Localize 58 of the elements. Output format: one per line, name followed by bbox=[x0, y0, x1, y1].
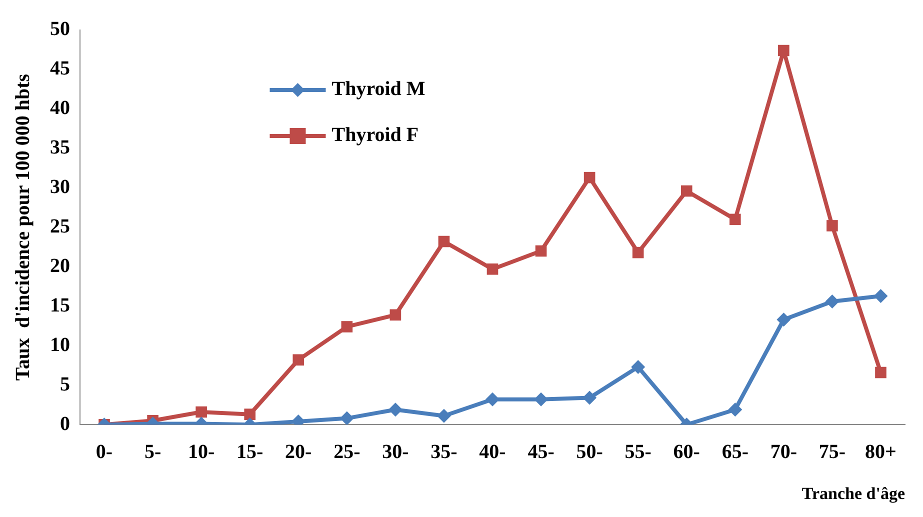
point bbox=[825, 294, 840, 308]
y-tick-label: 45 bbox=[50, 58, 70, 80]
point bbox=[776, 312, 791, 327]
x-tick-label: 75- bbox=[818, 440, 846, 463]
point bbox=[826, 220, 838, 232]
point bbox=[340, 411, 354, 425]
y-tick-label: 20 bbox=[50, 254, 70, 277]
point bbox=[582, 390, 597, 405]
x-axis-title: Tranche d'âge bbox=[802, 484, 906, 504]
x-tick-label: 45- bbox=[528, 440, 554, 463]
y-tick-label: 25 bbox=[50, 215, 70, 238]
x-tick-label: 0- bbox=[96, 440, 113, 463]
point bbox=[388, 402, 402, 417]
point bbox=[486, 263, 498, 275]
x-tick-label: 5- bbox=[144, 440, 162, 463]
y-tick-label: 5 bbox=[60, 373, 70, 396]
legend-label: Thyroid M bbox=[332, 78, 426, 100]
point bbox=[390, 309, 402, 321]
x-tick-label: 50- bbox=[576, 440, 603, 463]
point bbox=[874, 288, 888, 303]
point bbox=[196, 406, 207, 418]
x-tick-label: 25- bbox=[334, 440, 360, 463]
x-tick-label: 55- bbox=[624, 440, 652, 463]
x-tick-label: 10- bbox=[188, 440, 215, 463]
point bbox=[534, 392, 548, 406]
x-tick-label: 30- bbox=[382, 440, 409, 463]
point bbox=[778, 44, 790, 56]
y-axis-title: Taux d'incidence pour 100 000 hbts bbox=[12, 74, 34, 381]
y-tick-label: 15 bbox=[50, 294, 70, 316]
point bbox=[438, 236, 450, 248]
point bbox=[341, 321, 353, 332]
y-tick-label: 30 bbox=[50, 176, 70, 198]
y-tick-label: 0 bbox=[60, 412, 70, 435]
point bbox=[632, 246, 644, 258]
x-tick-label: 80+ bbox=[865, 440, 896, 463]
legend-label: Thyroid F bbox=[332, 124, 419, 146]
point bbox=[729, 214, 741, 226]
point bbox=[680, 185, 692, 197]
point bbox=[292, 354, 304, 366]
point bbox=[535, 245, 547, 257]
x-tick-label: 40- bbox=[479, 440, 506, 463]
point bbox=[728, 402, 742, 417]
y-tick-label: 10 bbox=[50, 334, 70, 356]
point bbox=[631, 360, 646, 374]
x-tick-label: 15- bbox=[236, 440, 264, 463]
point bbox=[244, 408, 256, 420]
x-tick-label: 35- bbox=[430, 440, 458, 463]
y-tick-label: 50 bbox=[50, 18, 70, 40]
y-tick-label: 35 bbox=[50, 136, 70, 159]
x-tick-label: 65- bbox=[722, 440, 748, 463]
x-tick-label: 20- bbox=[285, 440, 312, 463]
y-tick-label: 40 bbox=[50, 97, 70, 120]
point bbox=[584, 172, 596, 184]
point bbox=[436, 408, 451, 423]
point bbox=[875, 366, 886, 378]
point bbox=[486, 392, 500, 406]
x-tick-label: 60- bbox=[673, 440, 700, 463]
x-tick-label: 70- bbox=[770, 440, 798, 463]
